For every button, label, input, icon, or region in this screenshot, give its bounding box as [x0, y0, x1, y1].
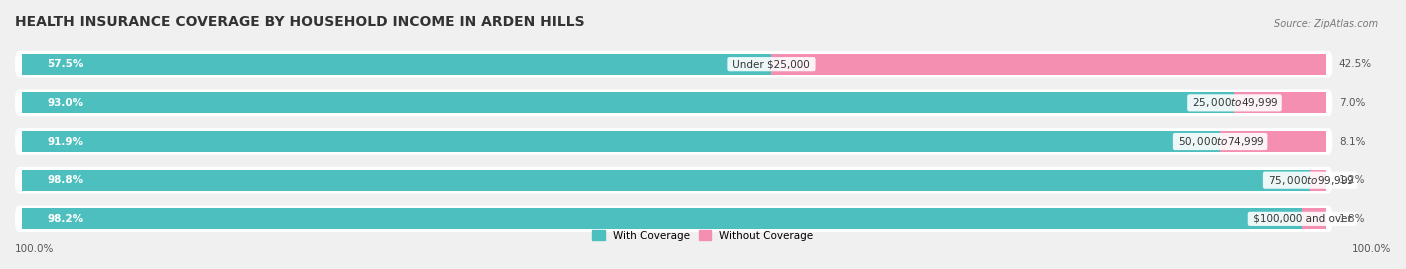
Bar	[21, 54, 772, 75]
Text: 100.0%: 100.0%	[15, 244, 55, 254]
Text: 42.5%: 42.5%	[1339, 59, 1372, 69]
Text: 93.0%: 93.0%	[48, 98, 84, 108]
FancyBboxPatch shape	[15, 128, 1333, 155]
Bar	[1310, 169, 1326, 191]
Text: 98.2%: 98.2%	[48, 214, 84, 224]
Bar	[21, 208, 1302, 229]
FancyBboxPatch shape	[15, 51, 1333, 77]
Text: $25,000 to $49,999: $25,000 to $49,999	[1189, 96, 1279, 109]
FancyBboxPatch shape	[15, 167, 1333, 193]
Text: 1.2%: 1.2%	[1339, 175, 1365, 185]
Bar	[21, 131, 1220, 152]
Bar	[1234, 92, 1326, 114]
Bar	[1302, 208, 1326, 229]
FancyBboxPatch shape	[15, 206, 1333, 232]
Text: $75,000 to $99,999: $75,000 to $99,999	[1265, 174, 1355, 187]
Bar	[1220, 131, 1326, 152]
Text: Under $25,000: Under $25,000	[730, 59, 814, 69]
Text: 8.1%: 8.1%	[1339, 136, 1365, 147]
Legend: With Coverage, Without Coverage: With Coverage, Without Coverage	[588, 226, 818, 245]
Text: 98.8%: 98.8%	[48, 175, 84, 185]
Text: HEALTH INSURANCE COVERAGE BY HOUSEHOLD INCOME IN ARDEN HILLS: HEALTH INSURANCE COVERAGE BY HOUSEHOLD I…	[15, 15, 585, 29]
Text: Source: ZipAtlas.com: Source: ZipAtlas.com	[1274, 19, 1378, 29]
Bar	[772, 54, 1326, 75]
Text: 57.5%: 57.5%	[48, 59, 84, 69]
Text: 7.0%: 7.0%	[1339, 98, 1365, 108]
Bar	[21, 169, 1310, 191]
Text: 1.8%: 1.8%	[1339, 214, 1365, 224]
FancyBboxPatch shape	[15, 90, 1333, 116]
Text: $50,000 to $74,999: $50,000 to $74,999	[1175, 135, 1265, 148]
Text: 100.0%: 100.0%	[1351, 244, 1391, 254]
Text: $100,000 and over: $100,000 and over	[1250, 214, 1355, 224]
Text: 91.9%: 91.9%	[48, 136, 83, 147]
Bar	[21, 92, 1234, 114]
